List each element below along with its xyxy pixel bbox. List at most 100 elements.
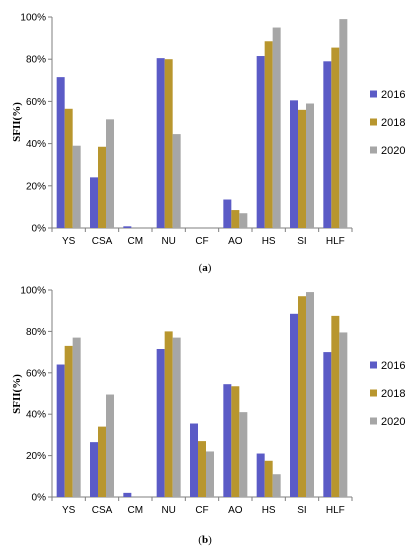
x-tick-label: YS [62,236,76,247]
bar-2018-hs [264,41,273,228]
y-tick-label: 0% [32,224,47,235]
x-tick-label: HLF [326,505,345,516]
bar-2018-csa [98,426,106,497]
legend-swatch-2016 [370,90,377,98]
chart-a-bars [56,19,348,229]
bar-2020-ys [72,145,81,228]
bar-2016-csa [90,177,98,228]
x-tick-label: CF [195,236,208,247]
bar-2020-ao [239,412,248,497]
bar-2016-ys [56,364,65,497]
legend-swatch-2020 [370,417,377,425]
bar-2020-hlf [339,19,348,228]
chart-b-bars [56,292,348,497]
bar-2020-csa [106,119,114,228]
y-tick-label: 40% [26,139,46,150]
y-tick-label: 20% [26,181,46,192]
chart-b-xticks: YS CSA CM NU CF AO HS SI HLF [51,497,353,516]
bar-2018-si [298,296,306,497]
legend-swatch-2016 [370,361,377,369]
bar-2020-hs [272,27,281,228]
legend-swatch-2020 [370,146,377,154]
chart-a-yticks: 0% 20% 40% 60% 80% 100% [20,13,52,235]
x-tick-label: NU [161,236,175,247]
bar-2016-si [290,100,298,228]
bar-2016-hlf [323,61,332,229]
bar-2018-nu [164,331,173,497]
legend-label-2020: 2020 [381,145,405,157]
bar-2016-hs [256,453,265,497]
bar-2020-cf [206,451,214,497]
x-tick-label: CF [195,505,208,516]
bar-2016-ao [223,199,232,228]
chart-a-caption: (a) [199,262,212,274]
chart-a-legend: 2016 2018 2020 [370,89,405,157]
legend-label-2016: 2016 [381,89,405,101]
bar-2016-cm [123,492,132,497]
y-tick-label: 100% [20,286,46,297]
legend-swatch-2018 [370,118,377,126]
y-tick-label: 0% [32,493,47,504]
bar-2016-hs [256,56,265,228]
y-tick-label: 60% [26,97,46,108]
bar-2016-ys [56,77,65,228]
y-tick-label: 80% [26,327,46,338]
legend-label-2016: 2016 [381,360,405,372]
x-tick-label: HLF [326,236,345,247]
bar-2020-si [306,103,314,228]
bar-2020-ys [72,337,81,497]
bar-2018-ao [231,210,240,228]
bar-2018-ys [64,108,73,228]
x-tick-label: AO [228,505,243,516]
y-tick-label: 40% [26,410,46,421]
bar-2020-ao [239,213,248,228]
bar-2020-hlf [339,332,348,497]
y-tick-label: 100% [20,13,46,24]
x-tick-label: HS [262,236,276,247]
bar-2020-si [306,292,314,497]
x-tick-label: CM [128,236,144,247]
bar-2020-csa [106,394,114,497]
bar-2016-si [290,313,298,497]
bar-2018-hlf [331,47,340,228]
bar-2016-hlf [323,352,332,497]
bar-2018-nu [164,59,173,229]
bar-2016-nu [156,348,165,497]
legend-label-2020: 2020 [381,416,405,428]
x-tick-label: SI [297,236,306,247]
bar-2018-ys [64,345,73,497]
chart-a-ylabel: SFII(%) [11,102,23,142]
x-tick-label: AO [228,236,243,247]
bar-2020-nu [172,134,181,228]
y-tick-label: 60% [26,368,46,379]
bar-2016-ao [223,384,232,497]
bar-2016-cf [190,423,198,497]
chart-b-yticks: 0% 20% 40% 60% 80% 100% [20,286,52,504]
bar-2016-nu [156,58,165,228]
x-tick-label: CSA [92,505,113,516]
bar-2020-hs [272,474,281,497]
bar-2018-hs [264,460,273,497]
x-tick-label: NU [161,505,175,516]
legend-label-2018: 2018 [381,117,405,129]
y-tick-label: 20% [26,451,46,462]
x-tick-label: CSA [92,236,113,247]
chart-b-legend: 2016 2018 2020 [370,360,405,428]
bar-2018-cf [198,441,206,497]
y-tick-label: 80% [26,55,46,66]
x-tick-label: CM [128,505,144,516]
bar-2016-csa [90,442,98,497]
bar-2018-hlf [331,315,340,497]
x-tick-label: HS [262,505,276,516]
chart-a: SFII(%) 0% 20% 40% 60% 80% 100% YS CSA CM NU CF AO… [11,13,405,275]
bar-2016-cm [123,226,132,228]
chart-a-xticks: YS CSA CM NU CF AO HS SI HLF [51,228,353,247]
legend-swatch-2018 [370,389,377,397]
bar-2018-csa [98,146,106,228]
x-tick-label: SI [297,505,306,516]
x-tick-label: YS [62,505,76,516]
bar-2018-si [298,109,306,228]
chart-b-ylabel: SFII(%) [11,374,23,414]
legend-label-2018: 2018 [381,388,405,400]
